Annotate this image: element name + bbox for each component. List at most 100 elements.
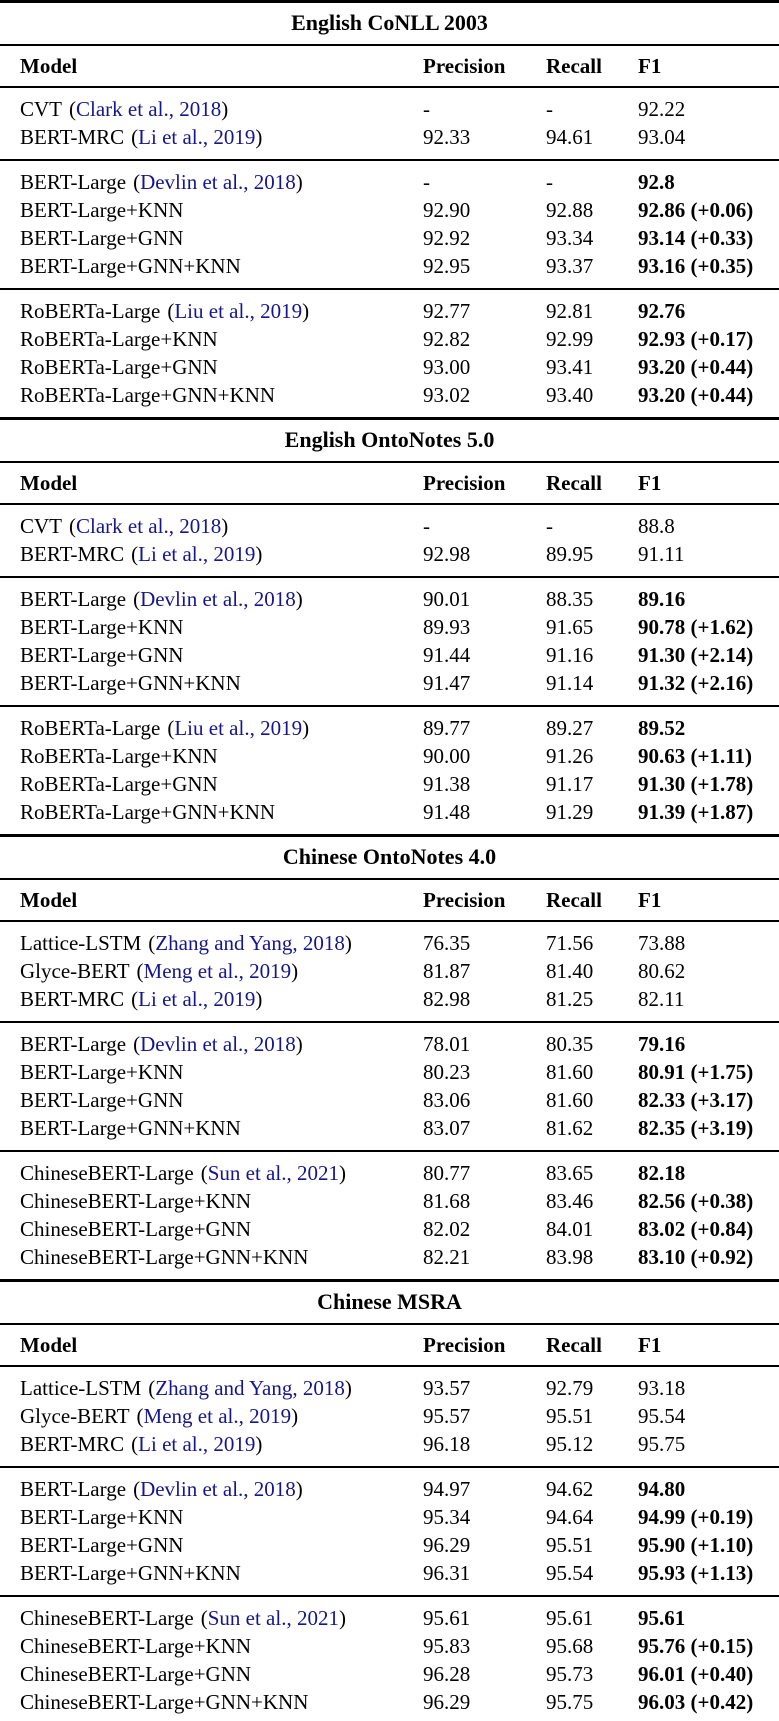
model-name: ChineseBERT-Large+GNN — [20, 1217, 252, 1241]
citation-link[interactable]: Li et al., 2019 — [138, 1432, 256, 1456]
model-cell: RoBERTa-Large+KNN — [20, 325, 423, 353]
model-cell: ChineseBERT-Large (Sun et al., 2021) — [20, 1159, 423, 1187]
table-row: ChineseBERT-Large+KNN 81.68 83.46 82.56 (+0… — [0, 1187, 779, 1215]
citation-link[interactable]: Sun et al., 2021 — [207, 1606, 339, 1630]
citation-link[interactable]: Li et al., 2019 — [138, 125, 256, 149]
model-name: Glyce-BERT — [20, 1404, 130, 1428]
citation-link[interactable]: Sun et al., 2021 — [207, 1161, 339, 1185]
model-cell: BERT-Large+GNN — [20, 224, 423, 252]
precision-cell: 92.98 — [423, 542, 471, 566]
citation-link[interactable]: Clark et al., 2018 — [76, 514, 222, 538]
citation-parens: (Devlin et al., 2018) — [133, 587, 303, 611]
citation-link[interactable]: Liu et al., 2019 — [174, 716, 303, 740]
recall-cell: 92.81 — [546, 299, 594, 323]
precision-cell: 93.02 — [423, 383, 471, 407]
precision-cell: 93.00 — [423, 355, 471, 379]
model-name: RoBERTa-Large+GNN+KNN — [20, 383, 276, 407]
model-name: ChineseBERT-Large+GNN+KNN — [20, 1245, 309, 1269]
precision-cell: 83.07 — [423, 1116, 471, 1140]
recall-cell: 93.40 — [546, 383, 594, 407]
model-name: BERT-MRC — [20, 542, 125, 566]
citation-link[interactable]: Liu et al., 2019 — [174, 299, 303, 323]
recall-cell: 91.65 — [546, 615, 594, 639]
f1-cell: 92.93 (+0.17) — [638, 327, 754, 351]
citation-link[interactable]: Li et al., 2019 — [138, 987, 256, 1011]
model-cell: CVT (Clark et al., 2018) — [20, 512, 423, 540]
table-row: ChineseBERT-Large+GNN 82.02 84.01 83.02 (+0… — [0, 1215, 779, 1243]
precision-cell: 96.31 — [423, 1561, 471, 1585]
recall-cell: - — [546, 170, 553, 194]
table-row: ChineseBERT-Large (Sun et al., 2021) 95.61… — [0, 1604, 779, 1632]
citation-link[interactable]: Zhang and Yang, 2018 — [155, 1376, 345, 1400]
model-name: BERT-Large+KNN — [20, 1060, 184, 1084]
citation-parens: (Sun et al., 2021) — [200, 1161, 346, 1185]
table-row: ChineseBERT-Large (Sun et al., 2021) 80.77… — [0, 1159, 779, 1187]
table-row: BERT-Large+KNN 89.93 91.65 90.78 (+1.62) — [0, 613, 779, 641]
section-title: Chinese MSRA — [317, 1289, 462, 1314]
model-name: RoBERTa-Large — [20, 299, 161, 323]
citation-parens: (Devlin et al., 2018) — [133, 1032, 303, 1056]
column-header-model: Model — [20, 54, 78, 78]
precision-cell: 90.01 — [423, 587, 471, 611]
model-cell: RoBERTa-Large+GNN — [20, 353, 423, 381]
recall-cell: 95.54 — [546, 1561, 594, 1585]
model-name: BERT-MRC — [20, 987, 125, 1011]
section-title: Chinese OntoNotes 4.0 — [282, 844, 497, 869]
table-row: RoBERTa-Large (Liu et al., 2019) 92.77 92.8… — [0, 297, 779, 325]
model-name: CVT — [20, 97, 62, 121]
citation-link[interactable]: Devlin et al., 2018 — [140, 1032, 296, 1056]
f1-cell: 92.22 — [638, 97, 686, 121]
model-cell: RoBERTa-Large (Liu et al., 2019) — [20, 297, 423, 325]
table-row: BERT-Large (Devlin et al., 2018) 94.97 94.6… — [0, 1475, 779, 1503]
model-cell: BERT-Large+GNN — [20, 641, 423, 669]
precision-cell: 82.02 — [423, 1217, 471, 1241]
precision-cell: 92.92 — [423, 226, 471, 250]
citation-link[interactable]: Clark et al., 2018 — [76, 97, 222, 121]
f1-cell: 96.03 (+0.42) — [638, 1690, 754, 1714]
recall-cell: 81.40 — [546, 959, 594, 983]
citation-link[interactable]: Li et al., 2019 — [138, 542, 256, 566]
table-row: BERT-Large (Devlin et al., 2018) 78.01 80.3… — [0, 1030, 779, 1058]
model-name: Lattice-LSTM — [20, 1376, 142, 1400]
precision-cell: - — [423, 514, 430, 538]
table-row: BERT-Large+GNN 92.92 93.34 93.14 (+0.33) — [0, 224, 779, 252]
f1-cell: 93.20 (+0.44) — [638, 383, 754, 407]
citation-link[interactable]: Meng et al., 2019 — [143, 959, 292, 983]
model-name: BERT-Large+GNN+KNN — [20, 254, 241, 278]
citation-link[interactable]: Zhang and Yang, 2018 — [155, 931, 345, 955]
precision-cell: 89.77 — [423, 716, 471, 740]
table-row: BERT-Large+GNN+KNN 91.47 91.14 91.32 (+2.16… — [0, 669, 779, 697]
f1-cell: 80.91 (+1.75) — [638, 1060, 754, 1084]
model-cell: BERT-MRC (Li et al., 2019) — [20, 123, 423, 151]
column-header-precision: Precision — [423, 54, 506, 78]
precision-cell: 95.57 — [423, 1404, 471, 1428]
row-group: BERT-Large (Devlin et al., 2018) - -92.8 BER… — [0, 159, 779, 288]
f1-cell: 82.56 (+0.38) — [638, 1189, 754, 1213]
model-name: RoBERTa-Large+GNN+KNN — [20, 800, 276, 824]
recall-cell: 92.88 — [546, 198, 594, 222]
citation-link[interactable]: Meng et al., 2019 — [143, 1404, 292, 1428]
citation-parens: (Sun et al., 2021) — [200, 1606, 346, 1630]
model-cell: ChineseBERT-Large+GNN+KNN — [20, 1243, 423, 1271]
recall-cell: 92.79 — [546, 1376, 594, 1400]
model-cell: ChineseBERT-Large (Sun et al., 2021) — [20, 1604, 423, 1632]
f1-cell: 94.99 (+0.19) — [638, 1505, 754, 1529]
table-row: BERT-MRC (Li et al., 2019) 92.33 94.61 93.04 — [0, 123, 779, 151]
model-name: BERT-Large+GNN — [20, 226, 184, 250]
model-name: BERT-Large+KNN — [20, 615, 184, 639]
model-name: BERT-Large — [20, 587, 127, 611]
column-header-recall: Recall — [546, 888, 602, 912]
recall-cell: 95.51 — [546, 1404, 594, 1428]
row-group: RoBERTa-Large (Liu et al., 2019) 89.77 89.2… — [0, 705, 779, 834]
model-name: BERT-Large+KNN — [20, 198, 184, 222]
citation-link[interactable]: Devlin et al., 2018 — [140, 1477, 296, 1501]
section-title: English CoNLL 2003 — [291, 10, 488, 35]
column-header-row: Model Precision Recall F1 — [0, 461, 779, 505]
model-cell: BERT-Large (Devlin et al., 2018) — [20, 585, 423, 613]
f1-cell: 82.18 — [638, 1161, 686, 1185]
model-name: ChineseBERT-Large — [20, 1606, 194, 1630]
citation-link[interactable]: Devlin et al., 2018 — [140, 587, 296, 611]
citation-link[interactable]: Devlin et al., 2018 — [140, 170, 296, 194]
precision-cell: 91.44 — [423, 643, 471, 667]
